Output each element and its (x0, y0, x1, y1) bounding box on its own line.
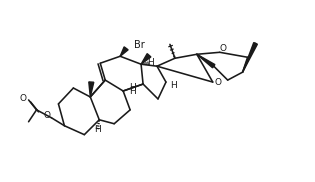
Text: O: O (219, 44, 226, 53)
Text: H: H (94, 125, 100, 134)
Text: O: O (44, 111, 51, 120)
Polygon shape (197, 54, 215, 68)
Polygon shape (141, 54, 151, 64)
Text: H: H (170, 81, 177, 90)
Text: H: H (147, 58, 153, 67)
Polygon shape (120, 47, 128, 56)
Text: Br: Br (134, 40, 145, 50)
Text: H: H (129, 88, 135, 96)
Polygon shape (243, 43, 257, 72)
Text: O: O (214, 78, 221, 87)
Text: H: H (129, 82, 136, 92)
Polygon shape (89, 82, 94, 97)
Text: O: O (19, 94, 26, 103)
